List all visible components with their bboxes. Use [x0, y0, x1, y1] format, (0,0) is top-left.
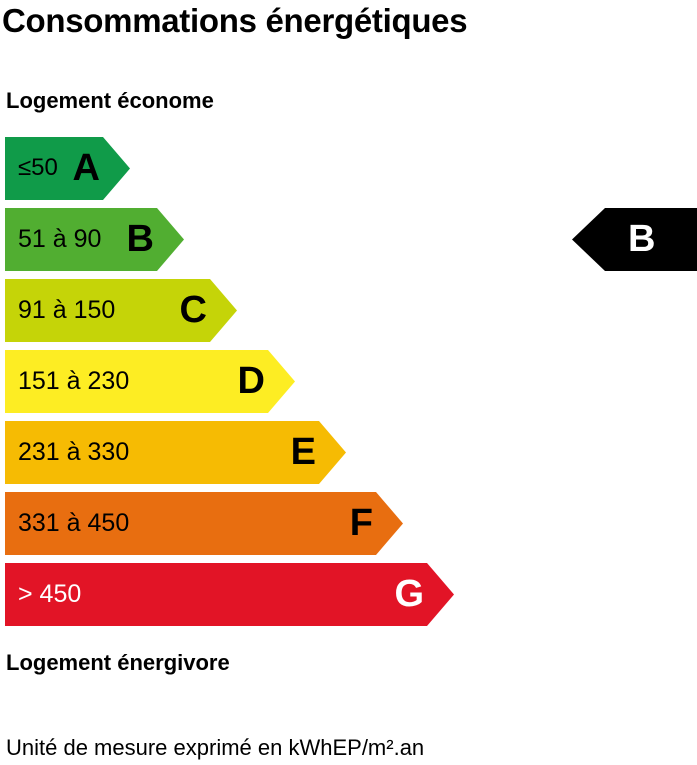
energy-bar-b: 51 à 90 B: [5, 208, 184, 271]
energy-bar-d: 151 à 230 D: [5, 350, 295, 413]
energy-bar-shape-c: [5, 279, 237, 342]
energy-bar-shape-e: [5, 421, 346, 484]
energy-class-letter: C: [179, 289, 207, 331]
energy-bar-fill-a: [5, 137, 130, 200]
energy-range-label: 331 à 450: [18, 509, 130, 537]
page-title: Consommations énergétiques: [2, 2, 468, 39]
selected-class-marker: B: [572, 208, 697, 271]
energy-bar-shape-a: [5, 137, 130, 200]
energy-range-label: ≤50: [18, 154, 58, 181]
energy-bar-shape-b: [5, 208, 184, 271]
energy-bar-shape-g: [5, 563, 454, 626]
energy-bar-fill-e: [5, 421, 346, 484]
energy-range-label: > 450: [18, 580, 82, 608]
energy-class-letter: D: [237, 360, 265, 402]
unit-label: Unité de mesure exprimé en kWhEP/m².an: [6, 735, 425, 760]
energy-range-label: 231 à 330: [18, 438, 130, 466]
energy-bar-fill-c: [5, 279, 237, 342]
energy-class-letter: F: [349, 502, 373, 544]
energy-class-letter: B: [126, 218, 154, 260]
energy-bar-a: ≤50 A: [5, 137, 130, 200]
energy-bar-e: 231 à 330 E: [5, 421, 346, 484]
energy-bar-shape-f: [5, 492, 403, 555]
inefficient-label: Logement énergivore: [6, 650, 230, 675]
energy-bar-f: 331 à 450 F: [5, 492, 403, 555]
energy-bar-fill-d: [5, 350, 295, 413]
energy-range-label: 91 à 150: [18, 296, 116, 324]
energy-bar-g: > 450 G: [5, 563, 454, 626]
energy-bar-fill-b: [5, 208, 184, 271]
energy-range-label: 151 à 230: [18, 367, 130, 395]
efficient-label: Logement économe: [6, 88, 214, 113]
energy-class-letter: A: [72, 147, 100, 189]
energy-bar-shape-d: [5, 350, 295, 413]
energy-range-label: 51 à 90: [18, 225, 102, 253]
energy-bar-fill-f: [5, 492, 403, 555]
energy-bar-fill-g: [5, 563, 454, 626]
selected-class-marker-fill: [572, 208, 697, 271]
energy-class-letter: E: [290, 431, 316, 473]
energy-class-letter: G: [394, 573, 424, 615]
selected-class-marker-shape: [572, 208, 697, 271]
energy-bar-c: 91 à 150 C: [5, 279, 237, 342]
selected-class-letter: B: [628, 218, 656, 260]
